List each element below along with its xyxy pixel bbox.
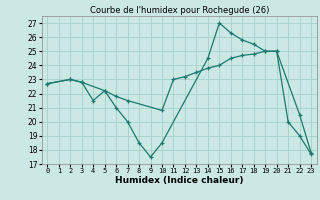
X-axis label: Humidex (Indice chaleur): Humidex (Indice chaleur): [115, 176, 244, 185]
Title: Courbe de l'humidex pour Rochegude (26): Courbe de l'humidex pour Rochegude (26): [90, 6, 269, 15]
